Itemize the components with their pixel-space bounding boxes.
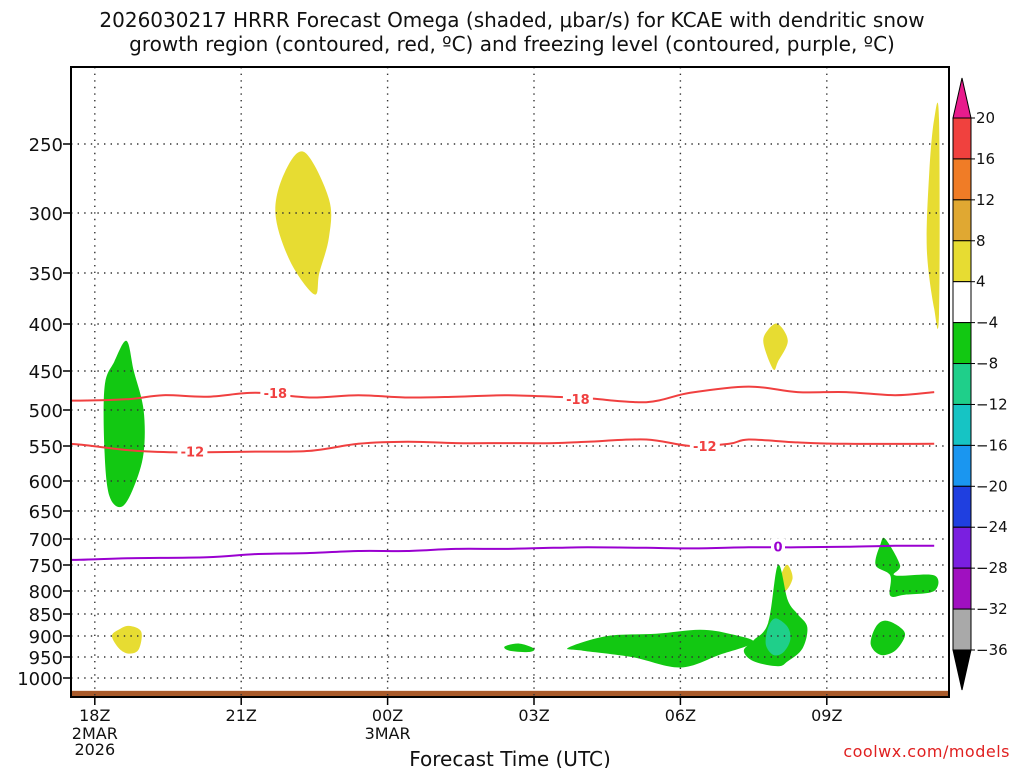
y-tick-label: 350 [29,264,63,285]
x-date-label: 3MAR [365,724,411,743]
colorbar-label: −20 [976,477,1008,495]
x-tick-label: 09Z [811,706,842,725]
y-tick-label: 750 [29,556,63,577]
temperature-contours: -18 -18 -12 -12 0 [71,384,935,561]
contour-label-bg [562,391,593,408]
colorbar-bin [952,403,972,446]
y-tick-label: 700 [29,530,63,551]
y-tick-label: 1000 [17,669,63,690]
colorbar-label: −28 [976,559,1008,577]
omega-region-4 [111,625,142,654]
colorbar-label: 4 [976,273,986,291]
colorbar-label: −36 [976,641,1008,659]
contour-label-bg [689,438,720,454]
y-tick-label: 850 [29,605,63,626]
colorbar-bin [952,608,972,651]
plot-area [71,67,949,697]
colorbar-label: 12 [976,191,995,209]
colorbar-bottom-cap [952,649,972,691]
y-tick-label: 900 [29,627,63,648]
omega-region-12 [870,620,906,656]
y-tick-label: 800 [29,582,63,603]
contour-label: -12 [181,446,205,461]
chart-title: 2026030217 HRRR Forecast Omega (shaded, … [0,8,1024,56]
contour-label-bg [260,384,291,401]
gridlines [71,67,949,697]
colorbar-label: −16 [976,436,1008,454]
plot-background [71,67,949,697]
terrain-band [71,690,949,697]
colorbar-bin [952,240,972,283]
colorbar-bin [952,444,972,487]
contour-label: -12 [693,440,717,455]
colorbar-bin [952,526,972,569]
colorbar-bin [952,158,972,201]
colorbar-legend: 20 16 12 8 4 −4 −8 −12 −16 −20 −24 −28 −32 −36 [952,77,1008,691]
colorbar-bin [952,567,972,610]
colorbar-bin [952,363,972,405]
omega-region-7 [504,643,535,653]
title-line-1: 2026030217 HRRR Forecast Omega (shaded, … [99,8,925,32]
y-tick-label: 550 [29,437,63,458]
terrain-fill [71,690,949,697]
omega-region-1 [275,151,332,295]
y-tick-label: 250 [29,135,63,156]
colorbar-bin [952,322,972,365]
colorbar-top-cap [952,77,972,119]
contour-label-bg [771,538,785,555]
x-tick-label: 03Z [518,706,549,725]
source-credit: coolwx.com/models [843,742,1010,761]
colorbar-label: 8 [976,232,986,250]
omega-shaded-regions [103,102,940,668]
colorbar-bin [952,199,972,242]
colorbar-label: −12 [976,395,1008,413]
contour-line-3 [71,544,935,561]
contour-line-1 [71,385,935,404]
colorbar-bin [952,281,972,324]
omega-region-6 [103,340,145,508]
omega-region-9 [743,564,808,667]
omega-region-11 [875,537,939,597]
y-tick-label: 400 [29,315,63,336]
colorbar-label: 16 [976,150,995,168]
plot-border [70,66,950,698]
colorbar-bin [952,485,972,528]
omega-region-8 [567,629,754,668]
y-axis-ticks: 2503003504004505005506006507007508008509… [17,135,71,690]
colorbar-label: −32 [976,600,1008,618]
contour-label: -18 [566,393,590,408]
x-tick-label: 06Z [665,706,696,725]
y-tick-label: 950 [29,648,63,669]
colorbar-label: −4 [976,314,998,332]
x-date-label: 2MAR [72,724,118,743]
x-date-label: 2026 [74,740,115,759]
x-tick-label: 00Z [372,706,403,725]
y-tick-label: 500 [29,401,63,422]
y-tick-label: 650 [29,502,63,523]
x-axis-label: Forecast Time (UTC) [409,747,611,768]
y-tick-label: 600 [29,472,63,493]
contour-label-bg [177,443,208,460]
omega-region-2 [763,323,788,371]
contour-label: -18 [264,387,288,402]
omega-region-10 [765,618,791,656]
colorbar-label: 20 [976,109,995,127]
y-tick-label: 450 [29,362,63,383]
colorbar-bin [952,117,972,160]
contour-label: 0 [773,540,782,555]
x-tick-label: 18Z [79,706,110,725]
colorbar-label: −8 [976,355,998,373]
plot-frame [70,66,950,698]
title-line-2: growth region (contoured, red, ºC) and f… [129,32,895,56]
x-tick-label: 21Z [226,706,257,725]
colorbar-label: −24 [976,518,1008,536]
y-tick-label: 300 [29,204,63,225]
